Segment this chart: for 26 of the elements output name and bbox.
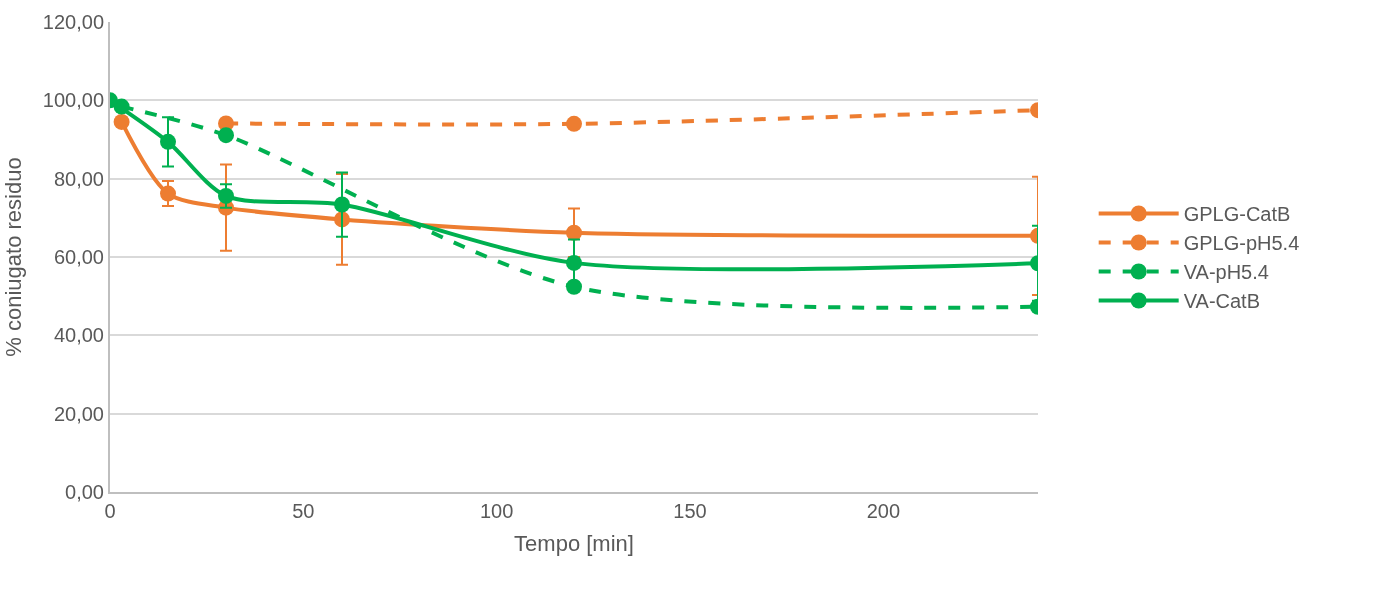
- legend-label: VA-CatB: [1183, 290, 1261, 313]
- point: [218, 187, 234, 204]
- x-tick-label: 100: [479, 500, 514, 522]
- y-tick-label: 80,00: [53, 167, 104, 190]
- point: [566, 115, 582, 132]
- point: [566, 254, 582, 271]
- y-tick-label: 120,00: [42, 11, 104, 33]
- x-tick-label: 150: [673, 500, 707, 522]
- point: [160, 133, 176, 150]
- legend-label: GPLG-pH5.4: [1183, 232, 1300, 255]
- y-tick-label: 20,00: [53, 402, 104, 425]
- legend-label: GPLG-CatB: [1183, 203, 1291, 226]
- point: [218, 127, 234, 144]
- y-tick-label: 100,00: [42, 89, 104, 112]
- x-tick-label: 200: [866, 500, 901, 522]
- point: [334, 196, 350, 213]
- point: [160, 185, 176, 202]
- x-axis-title: Tempo [min]: [514, 531, 634, 557]
- y-tick-label: 40,00: [53, 324, 104, 347]
- y-tick-label: 0,00: [65, 481, 104, 503]
- y-tick-label: 60,00: [53, 246, 104, 268]
- y-axis-title: % coniugato residuo: [1, 157, 27, 357]
- x-tick-label: 50: [292, 500, 315, 522]
- x-tick-label: 0: [104, 500, 116, 522]
- point: [113, 113, 130, 130]
- legend-label: VA-pH5.4: [1183, 261, 1269, 284]
